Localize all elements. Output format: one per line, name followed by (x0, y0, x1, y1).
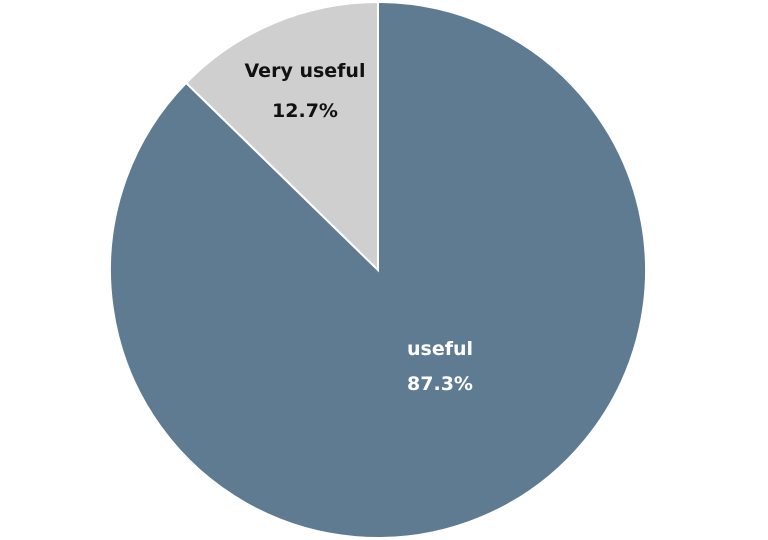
pie-slice-very-useful (184, 0, 379, 273)
data-label-category: Very useful (245, 60, 366, 82)
data-label-value: 12.7% (272, 100, 338, 122)
data-label-category: useful (407, 338, 473, 360)
data-label-value: 87.3% (407, 373, 473, 395)
